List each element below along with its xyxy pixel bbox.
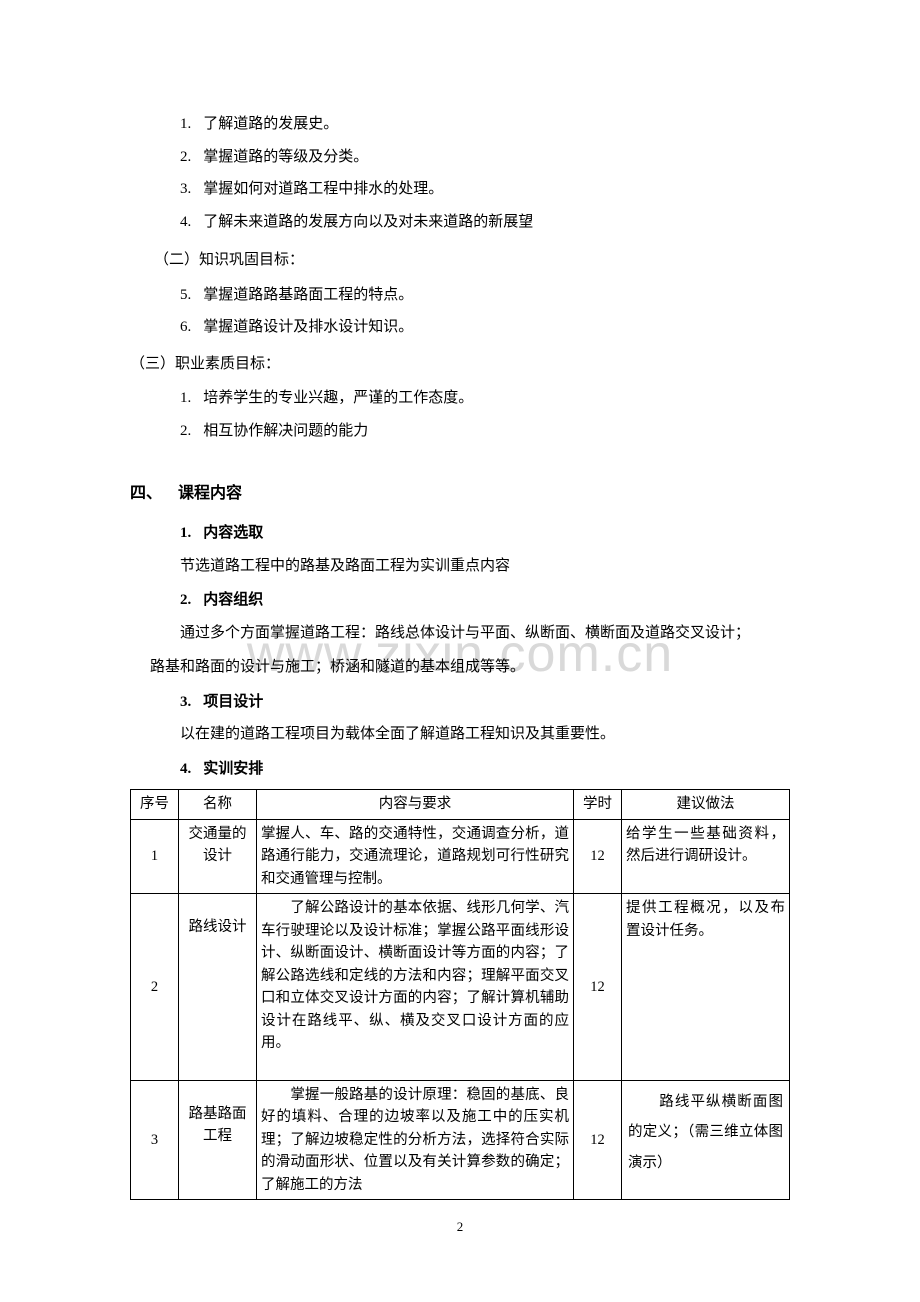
content-item-body: 路基和路面的设计与施工；桥涵和隧道的基本组成等等。	[130, 653, 790, 682]
list-number: 1.	[180, 110, 203, 139]
content-item-3: 3. 项目设计	[180, 688, 790, 717]
list-item: 5. 掌握道路路基路面工程的特点。	[180, 281, 790, 310]
list-item: 1. 了解道路的发展史。	[180, 110, 790, 139]
table-header-row: 序号 名称 内容与要求 学时 建议做法	[131, 790, 790, 819]
content-item-title: 内容组织	[203, 586, 263, 615]
content-item-body: 通过多个方面掌握道路工程：路线总体设计与平面、纵断面、横断面及道路交叉设计；	[130, 619, 790, 648]
content-item-title: 项目设计	[203, 688, 263, 717]
cell-name: 路基路面工程	[179, 1081, 257, 1200]
cell-req: 掌握一般路基的设计原理：稳固的基底、良好的填料、合理的边坡率以及施工中的压实机理…	[257, 1081, 574, 1200]
table-row: 3 路基路面工程 掌握一般路基的设计原理：稳固的基底、良好的填料、合理的边坡率以…	[131, 1081, 790, 1200]
cell-req: 了解公路设计的基本依据、线形几何学、汽车行驶理论以及设计标准；掌握公路平面线形设…	[257, 894, 574, 1081]
list-item: 2. 掌握道路的等级及分类。	[180, 143, 790, 172]
list-text: 相互协作解决问题的能力	[203, 417, 368, 446]
cell-req: 掌握人、车、路的交通特性，交通调查分析，道路通行能力，交通流理论，道路规划可行性…	[257, 819, 574, 893]
training-table: 序号 名称 内容与要求 学时 建议做法 1 交通量的设计 掌握人、车、路的交通特…	[130, 789, 790, 1200]
cell-name: 交通量的设计	[179, 819, 257, 893]
list-item: 4. 了解未来道路的发展方向以及对未来道路的新展望	[180, 208, 790, 237]
list-item: 1. 培养学生的专业兴趣，严谨的工作态度。	[180, 384, 790, 413]
content-item-title: 实训安排	[203, 755, 263, 784]
list-number: 4.	[180, 208, 203, 237]
list-number: 3.	[180, 175, 203, 204]
cell-name: 路线设计	[179, 894, 257, 1081]
list-text: 了解未来道路的发展方向以及对未来道路的新展望	[203, 208, 533, 237]
list-number: 2.	[180, 586, 203, 615]
list-text: 掌握道路路基路面工程的特点。	[203, 281, 413, 310]
subsection-heading-3: （三）职业素质目标：	[130, 350, 790, 379]
cell-sug: 提供工程概况，以及布置设计任务。	[622, 894, 790, 1081]
list-number: 2.	[180, 417, 203, 446]
content-item-2: 2. 内容组织	[180, 586, 790, 615]
list-text: 培养学生的专业兴趣，严谨的工作态度。	[203, 384, 473, 413]
cell-hours: 12	[574, 819, 622, 893]
list-number: 4.	[180, 755, 203, 784]
list-text: 掌握道路设计及排水设计知识。	[203, 313, 413, 342]
content-item-4: 4. 实训安排	[180, 755, 790, 784]
cell-seq: 2	[131, 894, 179, 1081]
cell-hours: 12	[574, 1081, 622, 1200]
list-text: 掌握道路的等级及分类。	[203, 143, 368, 172]
list-text: 了解道路的发展史。	[203, 110, 338, 139]
content-item-title: 内容选取	[203, 519, 263, 548]
cell-seq: 3	[131, 1081, 179, 1200]
cell-sug: 路线平纵横断面图的定义；（需三维立体图演示）	[622, 1081, 790, 1200]
list-number: 2.	[180, 143, 203, 172]
section-heading-4: 四、 课程内容	[130, 479, 790, 509]
cell-sug: 给学生一些基础资料，然后进行调研设计。	[622, 819, 790, 893]
table-row: 1 交通量的设计 掌握人、车、路的交通特性，交通调查分析，道路通行能力，交通流理…	[131, 819, 790, 893]
list-number: 1.	[180, 384, 203, 413]
cell-hours: 12	[574, 894, 622, 1081]
page-number: 2	[0, 1215, 920, 1240]
list-number: 3.	[180, 688, 203, 717]
list-item: 6. 掌握道路设计及排水设计知识。	[180, 313, 790, 342]
content-item-body: 以在建的道路工程项目为载体全面了解道路工程知识及其重要性。	[130, 720, 790, 749]
col-req: 内容与要求	[257, 790, 574, 819]
list-item: 2. 相互协作解决问题的能力	[180, 417, 790, 446]
content-item-body: 节选道路工程中的路基及路面工程为实训重点内容	[130, 552, 790, 581]
list-number: 1.	[180, 519, 203, 548]
col-name: 名称	[179, 790, 257, 819]
list-text: 掌握如何对道路工程中排水的处理。	[203, 175, 443, 204]
table-row: 2 路线设计 了解公路设计的基本依据、线形几何学、汽车行驶理论以及设计标准；掌握…	[131, 894, 790, 1081]
page-content: 1. 了解道路的发展史。 2. 掌握道路的等级及分类。 3. 掌握如何对道路工程…	[0, 0, 920, 1200]
col-seq: 序号	[131, 790, 179, 819]
list-item: 3. 掌握如何对道路工程中排水的处理。	[180, 175, 790, 204]
content-item-1: 1. 内容选取	[180, 519, 790, 548]
cell-seq: 1	[131, 819, 179, 893]
col-sug: 建议做法	[622, 790, 790, 819]
subsection-heading-2: （二）知识巩固目标：	[154, 246, 790, 275]
list-number: 6.	[180, 313, 203, 342]
list-number: 5.	[180, 281, 203, 310]
col-hours: 学时	[574, 790, 622, 819]
